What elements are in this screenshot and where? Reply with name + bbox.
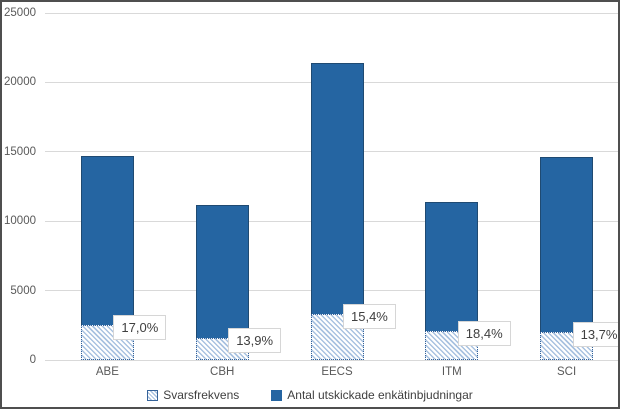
gridline-0 [45, 359, 618, 361]
plot-area: 17,0% 13,9% 15,4% 18,4% 13,7% [45, 12, 618, 361]
y-tick-label: 0 [29, 354, 36, 366]
y-tick-label: 10000 [4, 215, 36, 228]
x-tick-label-itm: ITM [441, 366, 462, 378]
x-tick-label-eecs: EECS [321, 366, 353, 378]
solid-swatch-icon [271, 389, 283, 401]
legend-item-solid: Antal utskickade enkätinbjudningar [271, 388, 473, 402]
legend: Svarsfrekvens Antal utskickade enkätinbju… [2, 388, 618, 402]
legend-label: Svarsfrekvens [163, 388, 240, 402]
x-tick-label-abe: ABE [95, 366, 119, 378]
data-label-cbh: 13,9% [228, 328, 282, 354]
data-label-sci: 13,7% [572, 322, 618, 348]
data-label-eecs: 15,4% [343, 304, 396, 330]
y-tick-label: 15000 [4, 145, 36, 158]
y-tick-label: 20000 [4, 76, 36, 89]
y-tick-label: 5000 [10, 284, 36, 297]
legend-label: Antal utskickade enkätinbjudningar [287, 388, 473, 402]
data-label-itm: 18,4% [457, 320, 511, 346]
x-tick-label-cbh: CBH [210, 366, 235, 378]
hatched-swatch-icon [147, 389, 159, 401]
gridline-25000 [45, 12, 618, 14]
x-axis: ABE CBH EECS ITM SCI [45, 366, 618, 384]
legend-item-hatched: Svarsfrekvens [147, 388, 239, 402]
data-label-abe: 17,0% [113, 315, 167, 341]
y-axis: 0 5000 10000 15000 20000 25000 [2, 7, 38, 366]
x-tick-label-sci: SCI [557, 366, 577, 378]
y-tick-label: 25000 [4, 7, 36, 19]
